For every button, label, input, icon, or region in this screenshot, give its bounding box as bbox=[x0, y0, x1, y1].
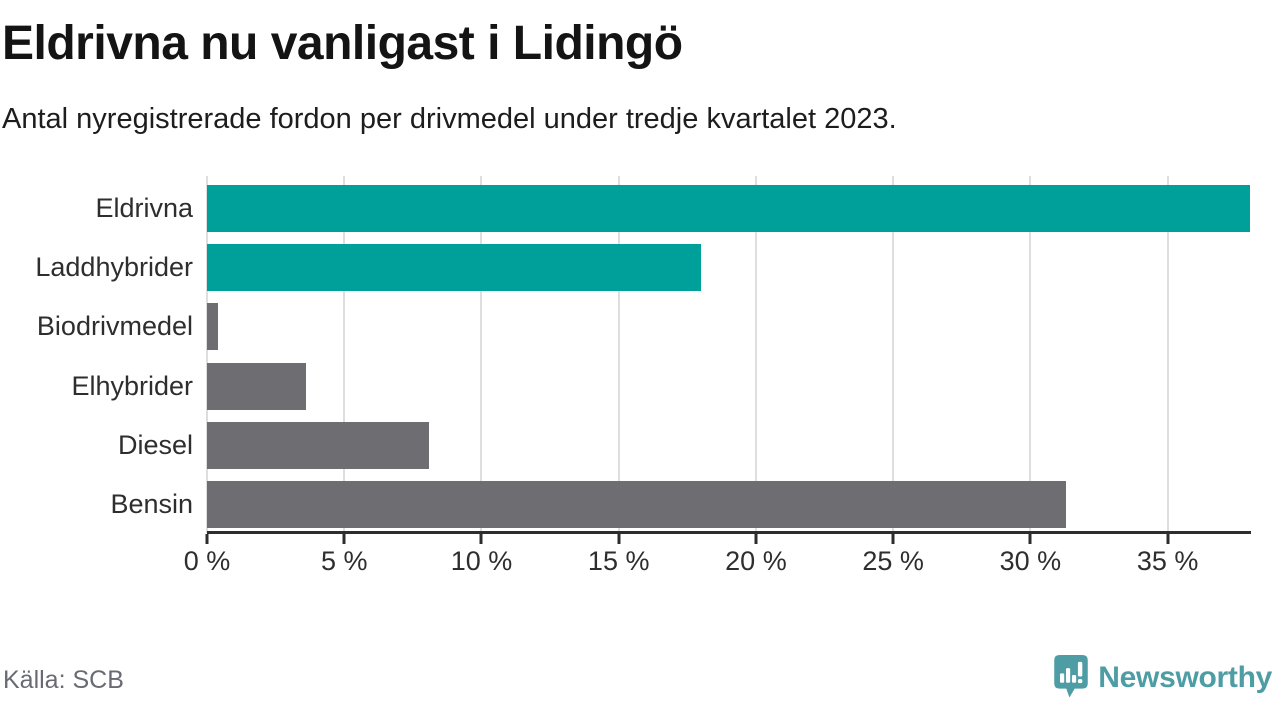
axis-tick-label: 10 % bbox=[450, 546, 513, 576]
axis-tick-label: 25 % bbox=[862, 546, 924, 576]
page-title: Eldrivna nu vanligast i Lidingö bbox=[2, 17, 683, 70]
axis-tick-label: 15 % bbox=[587, 546, 650, 576]
axis-tick-label: 30 % bbox=[999, 546, 1062, 576]
newsworthy-bubble-chart-icon bbox=[1054, 655, 1089, 698]
x-axis-line bbox=[207, 531, 1251, 534]
bar bbox=[207, 362, 306, 410]
grid-line bbox=[1029, 176, 1032, 533]
axis-tick-label: 5 % bbox=[320, 546, 368, 576]
axis-tick bbox=[479, 534, 483, 544]
category-label: Bensin bbox=[110, 488, 193, 519]
grid-line bbox=[617, 176, 620, 533]
category-label: Laddhybrider bbox=[35, 252, 193, 283]
grid-line bbox=[343, 176, 346, 533]
axis-tick bbox=[617, 534, 621, 544]
bar bbox=[207, 244, 702, 292]
axis-tick bbox=[1028, 534, 1032, 544]
newsworthy-wordmark: Newsworthy bbox=[1098, 661, 1272, 694]
axis-tick-label: 20 % bbox=[725, 546, 787, 576]
category-label: Biodrivmedel bbox=[36, 311, 193, 342]
axis-tick bbox=[342, 534, 346, 544]
chart-subtitle: Antal nyregistrerade fordon per drivmede… bbox=[2, 103, 897, 135]
bar bbox=[207, 421, 430, 469]
grid-line bbox=[754, 176, 757, 533]
bar bbox=[207, 303, 218, 351]
category-label: Elhybrider bbox=[71, 370, 193, 401]
axis-tick bbox=[754, 534, 758, 544]
grid-line bbox=[892, 176, 895, 533]
axis-tick bbox=[891, 534, 895, 544]
axis-tick-label: 35 % bbox=[1136, 546, 1199, 576]
grid-line bbox=[206, 176, 208, 533]
grid-line bbox=[1166, 176, 1169, 533]
source-note: Källa: SCB bbox=[3, 666, 124, 694]
axis-tick-label: 0 % bbox=[183, 546, 231, 576]
category-label: Diesel bbox=[117, 429, 193, 460]
plot-area bbox=[206, 176, 1250, 533]
bar bbox=[207, 185, 1250, 232]
axis-tick bbox=[1166, 534, 1170, 544]
category-label: Eldrivna bbox=[95, 193, 193, 223]
grid-line bbox=[480, 176, 483, 533]
bar bbox=[207, 480, 1067, 528]
newsworthy-logo: Newsworthy bbox=[1053, 654, 1272, 698]
axis-tick bbox=[205, 534, 209, 544]
